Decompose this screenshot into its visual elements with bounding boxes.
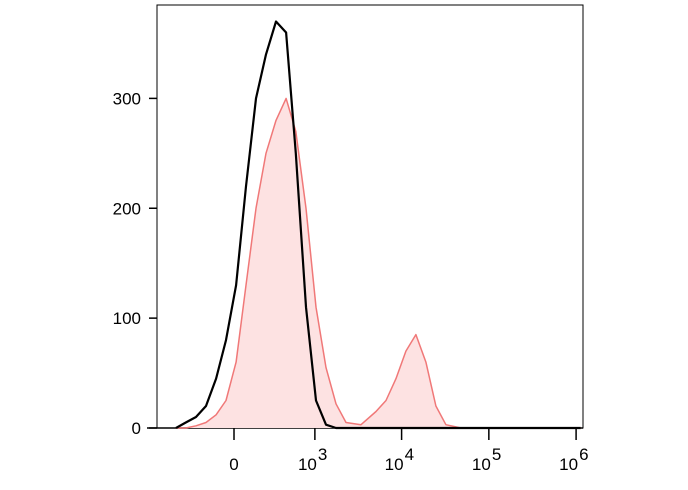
area-fill [176, 98, 581, 429]
x-tick-exponent: 4 [405, 445, 414, 464]
x-tick-label: 0 [229, 455, 238, 474]
x-tick-label: 10 [385, 455, 404, 474]
y-tick-label: 0 [132, 419, 141, 438]
histogram-line [175, 20, 581, 430]
histogram-line [176, 97, 581, 429]
x-tick-exponent: 5 [492, 445, 501, 464]
x-tick-label: 10 [559, 455, 578, 474]
plot-frame [156, 4, 584, 429]
x-tick-label: 10 [298, 455, 317, 474]
y-tick-label: 100 [113, 309, 141, 328]
x-tick-exponent: 3 [318, 445, 327, 464]
x-tick-exponent: 6 [579, 445, 588, 464]
y-tick-label: 200 [113, 199, 141, 218]
x-tick-label: 10 [472, 455, 491, 474]
y-tick-label: 300 [113, 89, 141, 108]
